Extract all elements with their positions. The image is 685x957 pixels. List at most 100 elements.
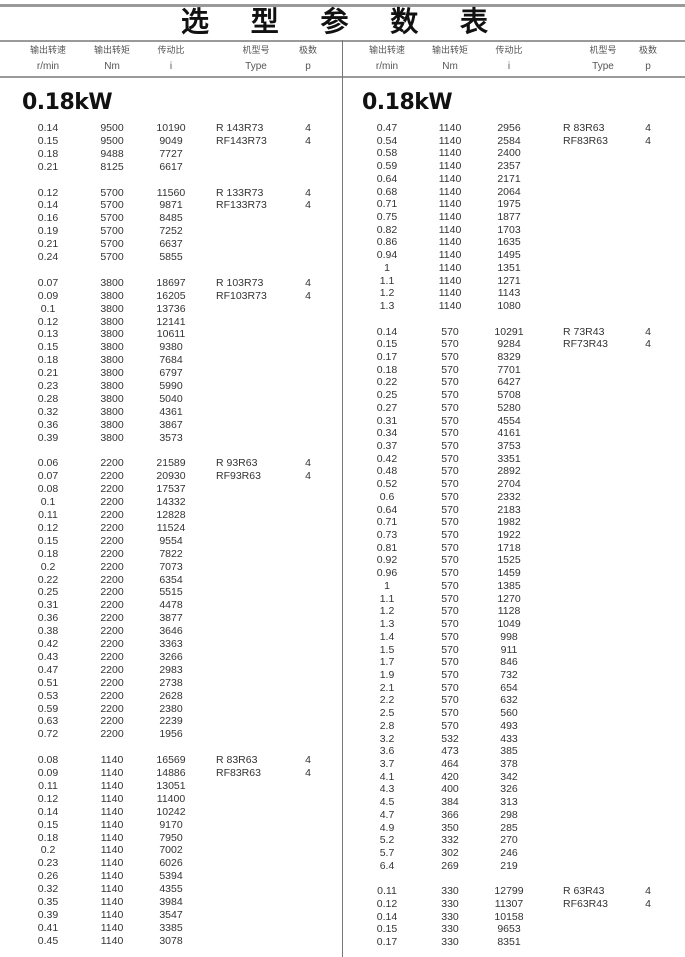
ratio-cell: 10190 — [156, 122, 186, 134]
torque-cell: 1140 — [438, 236, 462, 249]
torque-cell: 2200 — [100, 650, 124, 663]
speed-cell: 0.18 — [376, 363, 398, 376]
ratio-cell: 11560 — [156, 186, 186, 199]
torque-cell: 9500 — [100, 122, 124, 134]
torque-cell: 366 — [441, 808, 459, 821]
speed-cell: 0.51 — [37, 676, 59, 689]
ratio-cell: 8351 — [497, 936, 521, 949]
ratio-cell: 8485 — [159, 212, 183, 225]
ratio-cell: 3351 — [497, 452, 521, 465]
speed-cell: 0.53 — [37, 689, 59, 702]
ratio-cell: 6617 — [159, 160, 183, 173]
speed-cell: 0.64 — [376, 503, 398, 516]
speed-cell: 0.47 — [37, 663, 59, 676]
poles-cell: 4 — [305, 457, 311, 470]
torque-cell: 464 — [441, 758, 459, 770]
torque-cell: 570 — [441, 478, 459, 491]
poles-cell: 4 — [305, 199, 311, 212]
right-header-poles-cn: 极数 — [638, 45, 657, 55]
ratio-cell: 16205 — [156, 289, 186, 302]
speed-cell: 0.68 — [376, 185, 398, 198]
speed-cell: 1.5 — [379, 643, 395, 656]
speed-cell: 1.7 — [379, 656, 395, 669]
ratio-cell: 1271 — [497, 274, 521, 287]
torque-cell: 3800 — [100, 392, 124, 405]
speed-cell: 1.3 — [379, 618, 395, 631]
ratio-cell: 11400 — [156, 792, 186, 805]
left-header-speed-cn: 输出转速 — [29, 45, 66, 55]
ratio-cell: 10242 — [156, 805, 186, 818]
torque-cell: 570 — [441, 668, 459, 681]
torque-cell: 3800 — [100, 380, 124, 392]
speed-cell: 4.1 — [379, 770, 395, 783]
ratio-cell: 654 — [500, 681, 518, 694]
speed-cell: 0.12 — [37, 521, 59, 534]
speed-cell: 3.2 — [379, 732, 395, 745]
ratio-cell: 7684 — [159, 354, 183, 367]
torque-cell: 1140 — [100, 831, 124, 844]
speed-cell: 0.43 — [37, 650, 59, 663]
ratio-cell: 4554 — [497, 414, 521, 427]
torque-cell: 400 — [441, 783, 459, 796]
speed-cell: 4.7 — [379, 808, 395, 821]
speed-cell: 3.6 — [379, 745, 395, 758]
ratio-cell: 1270 — [497, 592, 521, 605]
ratio-cell: 2892 — [497, 465, 521, 478]
torque-cell: 3800 — [100, 354, 124, 367]
ratio-cell: 17537 — [156, 483, 186, 496]
torque-cell: 570 — [441, 503, 459, 516]
speed-cell: 0.36 — [37, 612, 59, 625]
type-cell: R 83R63 — [216, 754, 258, 767]
speed-cell: 0.15 — [37, 818, 59, 831]
speed-cell: 0.27 — [376, 401, 398, 414]
speed-cell: 0.71 — [376, 198, 398, 211]
speed-cell: 0.14 — [376, 325, 398, 338]
speed-cell: 0.12 — [376, 897, 398, 910]
ratio-cell: 560 — [500, 707, 518, 720]
speed-cell: 0.54 — [376, 134, 398, 147]
ratio-cell: 5855 — [159, 251, 183, 263]
torque-cell: 2200 — [100, 715, 124, 728]
left-header-poles-unit: p — [305, 61, 311, 72]
torque-cell: 570 — [441, 338, 459, 351]
ratio-cell: 1351 — [497, 261, 521, 274]
torque-cell: 1140 — [438, 198, 462, 211]
torque-cell: 2200 — [100, 521, 124, 534]
torque-cell: 1140 — [438, 122, 462, 134]
speed-cell: 0.14 — [376, 910, 398, 923]
speed-cell: 1 — [384, 261, 390, 274]
speed-cell: 0.71 — [376, 516, 398, 529]
ratio-cell: 3363 — [159, 638, 183, 650]
ratio-cell: 9871 — [159, 199, 183, 212]
ratio-cell: 342 — [500, 770, 518, 783]
ratio-cell: 298 — [500, 808, 518, 821]
torque-cell: 570 — [441, 427, 459, 440]
speed-cell: 0.17 — [376, 936, 398, 949]
speed-cell: 0.81 — [376, 541, 398, 554]
speed-cell: 0.22 — [376, 376, 398, 389]
speed-cell: 1 — [384, 579, 390, 592]
speed-cell: 0.75 — [376, 211, 398, 224]
torque-cell: 570 — [441, 681, 459, 694]
torque-cell: 570 — [441, 567, 459, 580]
torque-cell: 2200 — [100, 702, 124, 715]
speed-cell: 0.24 — [37, 251, 59, 263]
torque-cell: 2200 — [100, 509, 124, 521]
ratio-cell: 2183 — [497, 503, 521, 516]
torque-cell: 2200 — [100, 728, 124, 741]
torque-cell: 2200 — [100, 457, 124, 470]
speed-cell: 0.18 — [37, 354, 59, 367]
ratio-cell: 732 — [500, 668, 518, 681]
ratio-cell: 14886 — [156, 767, 186, 779]
ratio-cell: 6354 — [159, 573, 183, 586]
speed-cell: 0.39 — [37, 431, 59, 444]
ratio-cell: 2332 — [497, 490, 521, 503]
torque-cell: 1140 — [438, 300, 462, 313]
ratio-cell: 385 — [500, 745, 518, 758]
speed-cell: 0.73 — [376, 529, 398, 542]
speed-cell: 2.2 — [379, 694, 395, 707]
torque-cell: 570 — [441, 452, 459, 465]
torque-cell: 1140 — [100, 805, 124, 818]
torque-cell: 1140 — [100, 844, 124, 857]
speed-cell: 0.58 — [376, 147, 398, 160]
